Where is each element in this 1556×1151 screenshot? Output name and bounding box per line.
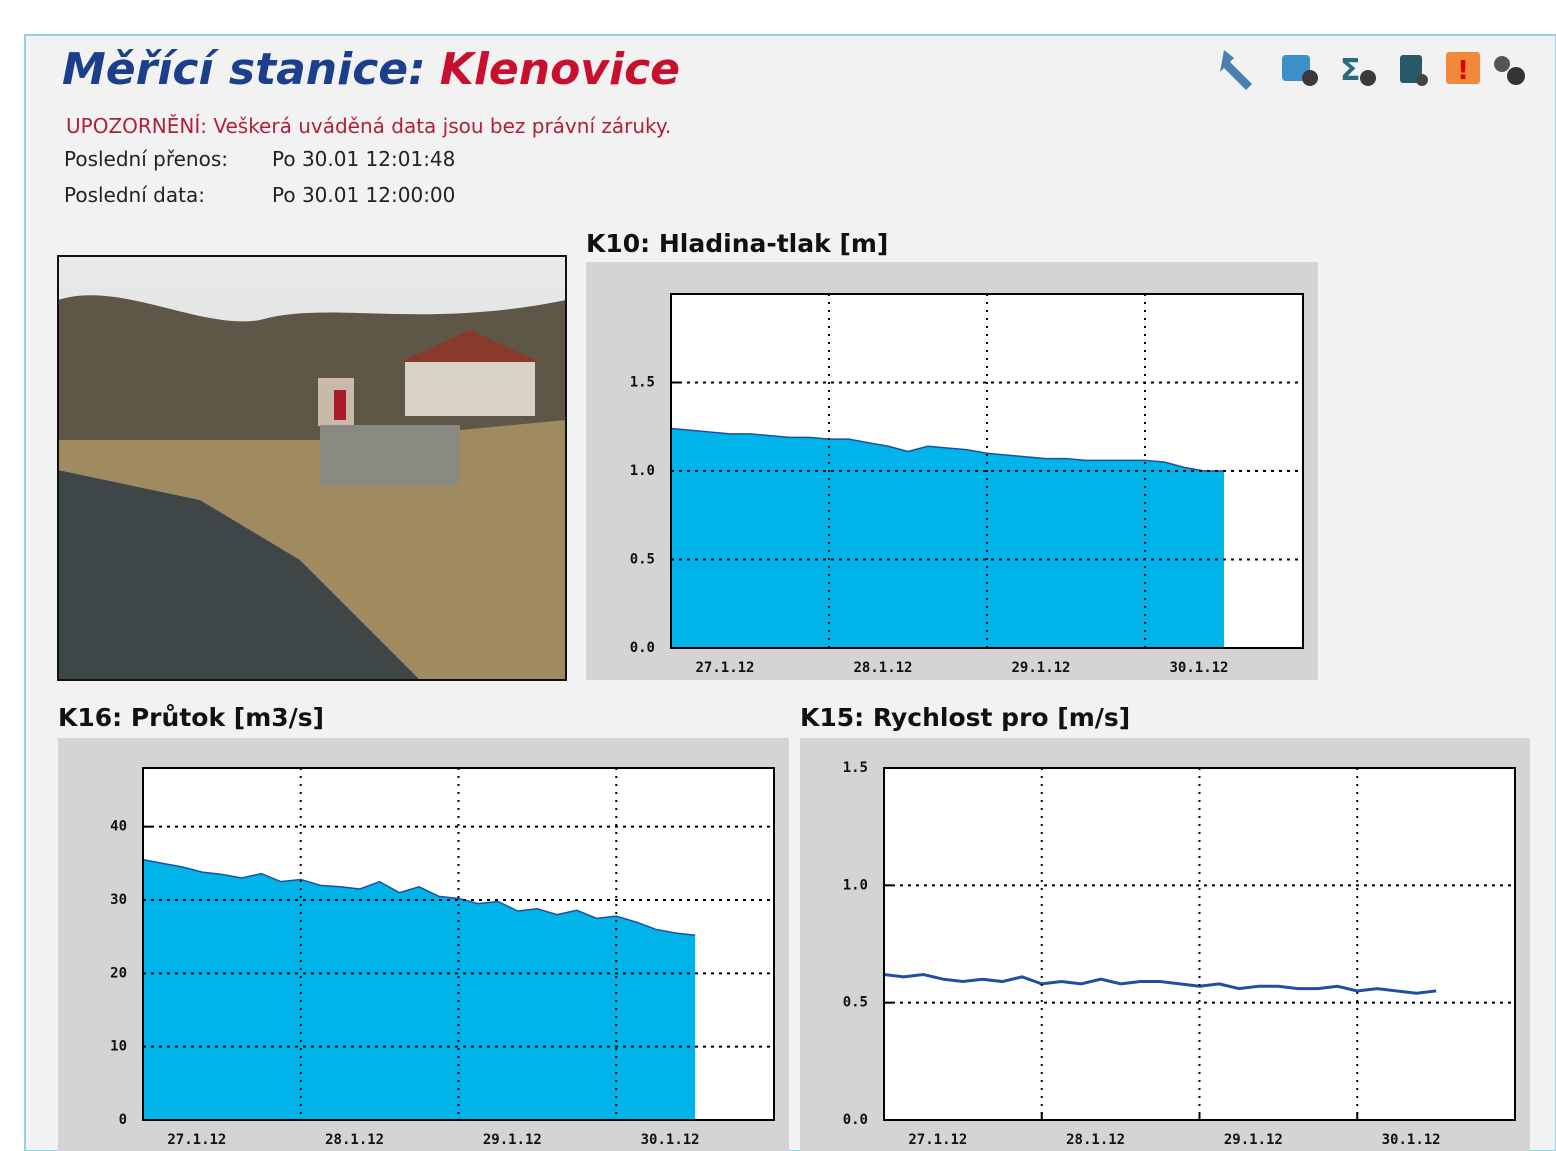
y-tick-label: 0.0: [843, 1112, 868, 1128]
info-label: Poslední přenos:: [64, 147, 228, 171]
x-tick-label: 28.1.12: [853, 660, 912, 676]
station-photo: [58, 256, 566, 680]
series: [671, 429, 1224, 648]
chart-title: K16: Průtok [m3/s]: [58, 703, 324, 732]
y-tick-label: 1.5: [630, 375, 655, 391]
warning: UPOZORNĚNÍ: Veškerá uváděná data jsou be…: [66, 114, 671, 138]
area: [671, 429, 1224, 648]
y-tick-label: 30: [110, 892, 127, 908]
y-tick-label: 0.5: [843, 995, 868, 1011]
x-tick-label: 30.1.12: [641, 1132, 700, 1148]
x-tick-label: 27.1.12: [167, 1132, 226, 1148]
chart-title: K10: Hladina-tlak [m]: [586, 229, 888, 258]
y-tick-label: 0.5: [630, 552, 655, 568]
screen: Měřící stanice: Klenovice UPOZORNĚNÍ: Veš…: [0, 0, 1556, 1151]
y-tick-label: 10: [110, 1039, 127, 1055]
x-tick-label: 28.1.12: [325, 1132, 384, 1148]
x-tick-label: 27.1.12: [908, 1132, 967, 1148]
x-tick-label: 29.1.12: [1011, 660, 1070, 676]
x-tick-label: 28.1.12: [1066, 1132, 1125, 1148]
y-tick-label: 40: [110, 819, 127, 835]
y-tick-label: 0.0: [630, 640, 655, 656]
info-value: Po 30.01 12:00:00: [272, 183, 455, 207]
y-tick-label: 0: [119, 1112, 127, 1128]
y-tick-label: 1.0: [630, 463, 655, 479]
info-label: Poslední data:: [64, 183, 205, 207]
chart-title: K15: Rychlost pro [m/s]: [800, 703, 1130, 732]
y-tick-label: 1.5: [843, 760, 868, 776]
y-tick-label: 20: [110, 965, 127, 981]
x-tick-label: 29.1.12: [483, 1132, 542, 1148]
info-value: Po 30.01 12:01:48: [272, 147, 455, 171]
svg-text:Σ: Σ: [1340, 53, 1361, 88]
page-title: Měřící stanice: Klenovice: [62, 44, 680, 95]
x-tick-label: 30.1.12: [1169, 660, 1228, 676]
title-name: Klenovice: [440, 44, 680, 95]
title-prefix: Měřící stanice:: [62, 44, 426, 95]
page: Měřící stanice: Klenovice UPOZORNĚNÍ: Veš…: [0, 0, 1556, 1151]
x-tick-label: 29.1.12: [1224, 1132, 1283, 1148]
icon-alert[interactable]: !: [1446, 52, 1480, 86]
svg-text:!: !: [1457, 56, 1469, 86]
chart: K10: Hladina-tlak [m] 0.0 0.5 1.0 1.5 27.1.12…: [586, 229, 1318, 680]
x-tick-label: 30.1.12: [1382, 1132, 1441, 1148]
x-tick-label: 27.1.12: [695, 660, 754, 676]
y-tick-label: 1.0: [843, 877, 868, 893]
chart: K15: Rychlost pro [m/s] 0.0 0.5 1.0 1.5 27.1.…: [800, 703, 1530, 1151]
chart: K16: Průtok [m3/s] 0 10 20 30 40 27.1.12 28.1.1…: [58, 703, 789, 1151]
